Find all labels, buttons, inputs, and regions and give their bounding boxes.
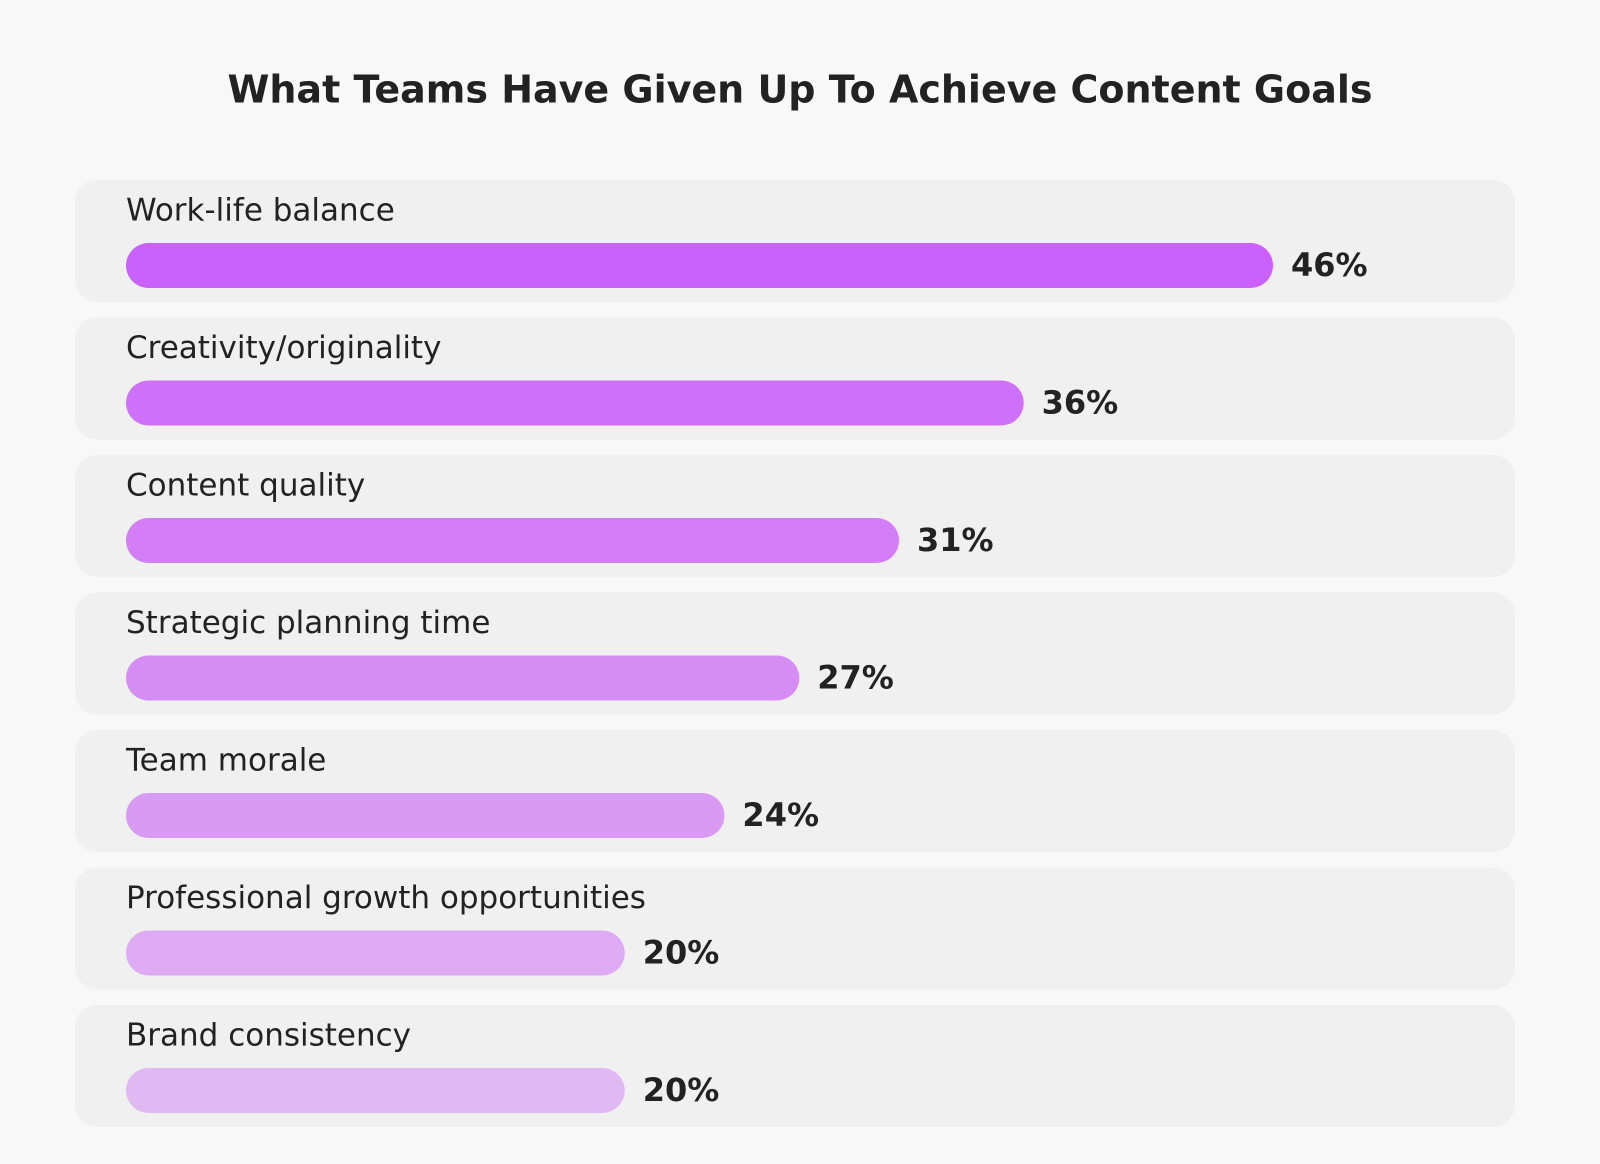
category-label: Professional growth opportunities [126, 880, 646, 916]
bar [126, 793, 725, 838]
category-label: Creativity/originality [126, 330, 441, 366]
value-label: 20% [643, 1071, 720, 1109]
bar [126, 380, 1024, 426]
category-label: Brand consistency [126, 1018, 411, 1054]
bar [126, 243, 1273, 288]
bar [126, 518, 899, 563]
chart-title: What Teams Have Given Up To Achieve Cont… [227, 68, 1372, 112]
value-label: 36% [1042, 384, 1119, 422]
value-label: 46% [1291, 246, 1368, 284]
category-label: Content quality [126, 468, 365, 504]
category-label: Strategic planning time [126, 605, 490, 641]
category-label: Team morale [125, 743, 326, 779]
value-label: 24% [742, 796, 819, 834]
bar [126, 1068, 625, 1113]
value-label: 20% [643, 934, 720, 972]
category-label: Work-life balance [126, 193, 395, 229]
value-label: 31% [917, 521, 994, 559]
bar [126, 655, 800, 701]
value-label: 27% [817, 659, 894, 697]
bar [126, 930, 625, 976]
